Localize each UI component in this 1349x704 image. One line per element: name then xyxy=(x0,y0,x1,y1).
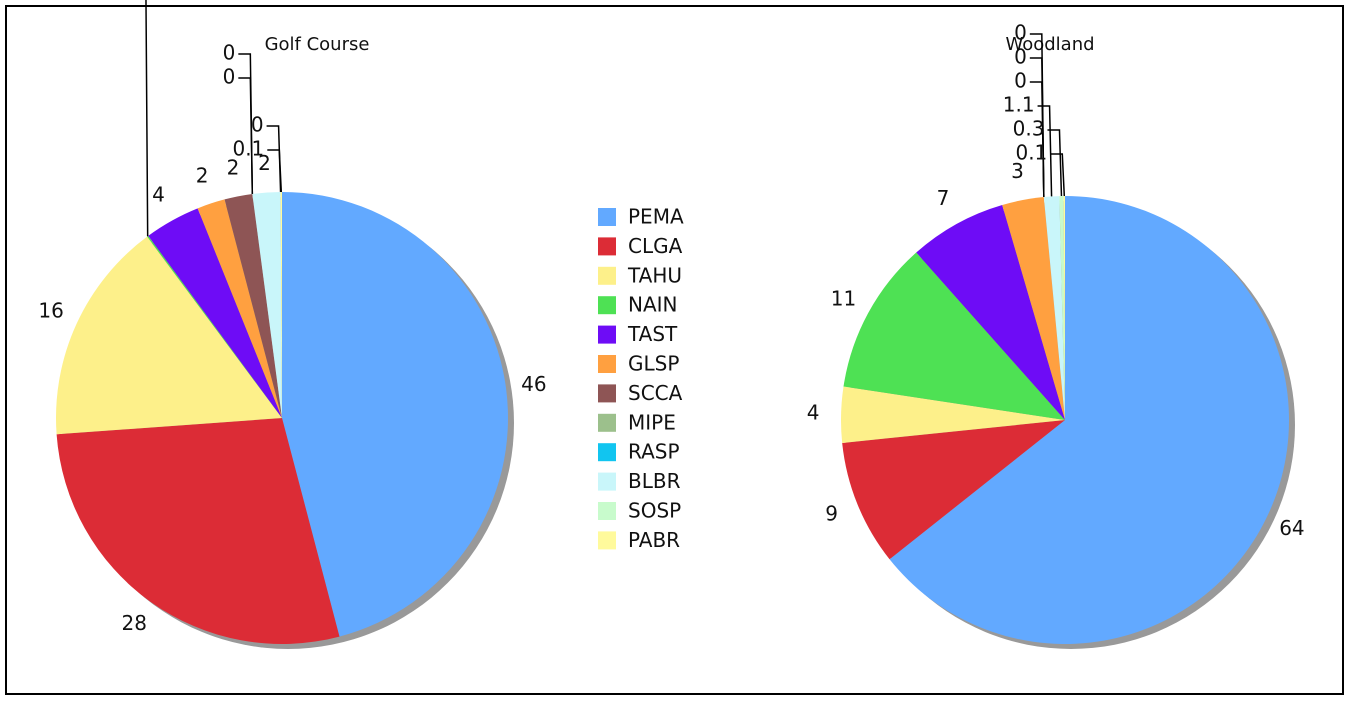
data-label: 0.1 xyxy=(1015,141,1047,165)
pie-slice xyxy=(841,386,1065,443)
leader-line xyxy=(267,149,283,193)
legend-swatch xyxy=(598,266,616,285)
pie-slice xyxy=(148,208,282,418)
legend-swatch xyxy=(598,355,616,373)
data-label: 2 xyxy=(258,151,271,175)
pie-slice xyxy=(56,418,340,644)
pie-slice xyxy=(280,192,282,418)
data-label: 64 xyxy=(1279,516,1304,540)
legend-label: RASP xyxy=(628,440,680,464)
legend-swatch xyxy=(598,443,616,462)
legend-swatch xyxy=(598,208,616,226)
legend-swatch xyxy=(598,296,616,315)
data-label: 0 xyxy=(251,113,264,137)
legend-label: SCCA xyxy=(628,381,683,405)
pie-slice xyxy=(842,420,1065,560)
legend-label: BLBR xyxy=(628,469,681,493)
leader-line xyxy=(1047,129,1063,197)
data-label: 0 xyxy=(223,41,236,65)
legend-swatch xyxy=(598,413,616,432)
chart-title: Golf Course xyxy=(265,34,370,55)
data-label: 0.3 xyxy=(1013,117,1045,141)
legend-swatch xyxy=(598,531,616,550)
data-label: 3 xyxy=(1011,159,1024,183)
leader-line xyxy=(1037,105,1053,197)
data-label: 0 xyxy=(223,65,236,89)
legend-label: PABR xyxy=(628,528,680,552)
legend-swatch xyxy=(598,384,616,403)
pie-slice xyxy=(1043,196,1065,420)
pie-slice xyxy=(252,192,282,418)
pie-slice xyxy=(224,193,282,418)
legend-label: MIPE xyxy=(628,410,676,434)
legend-label: SOSP xyxy=(628,499,681,523)
leader-line xyxy=(145,0,149,237)
data-label: 0 xyxy=(1014,21,1027,45)
data-label: 28 xyxy=(122,611,147,635)
leader-line xyxy=(1029,81,1045,198)
data-label: 11 xyxy=(831,286,856,310)
data-label: 0 xyxy=(1014,69,1027,93)
pie-slice xyxy=(1063,196,1065,420)
pie-slice xyxy=(843,252,1065,420)
data-label: 0.1 xyxy=(232,137,264,161)
data-label: 4 xyxy=(152,183,165,207)
pie-slice xyxy=(56,236,283,435)
data-label: 16 xyxy=(38,299,63,323)
data-label: 1.1 xyxy=(1003,93,1035,117)
legend-label: PEMA xyxy=(628,205,684,229)
legend-label: TAST xyxy=(627,322,678,346)
pie-slice xyxy=(197,199,282,418)
legend-swatch xyxy=(598,502,616,520)
legend-label: GLSP xyxy=(628,352,679,376)
chart-title: Woodland xyxy=(1005,34,1094,55)
data-label: 9 xyxy=(825,502,838,526)
pie-slice xyxy=(147,235,282,418)
legend-swatch xyxy=(598,325,616,344)
legend-swatch xyxy=(598,472,616,491)
data-label: 4 xyxy=(807,401,820,425)
leader-line xyxy=(1050,153,1066,197)
legend-label: CLGA xyxy=(628,234,683,258)
legend-label: NAIN xyxy=(628,293,678,317)
legend-label: TAHU xyxy=(627,263,682,287)
leader-line xyxy=(238,77,254,194)
legend-swatch xyxy=(598,237,616,256)
data-label: 2 xyxy=(196,163,209,187)
data-label: 0 xyxy=(1014,45,1027,69)
pie-slice xyxy=(916,204,1065,420)
pie-slice xyxy=(1059,196,1065,420)
pie-slice xyxy=(1002,197,1065,420)
data-label: 7 xyxy=(937,186,950,210)
data-label: 46 xyxy=(521,372,546,396)
pie-slice xyxy=(282,192,508,637)
pie-slice xyxy=(889,196,1289,644)
data-label: 2 xyxy=(227,155,240,179)
